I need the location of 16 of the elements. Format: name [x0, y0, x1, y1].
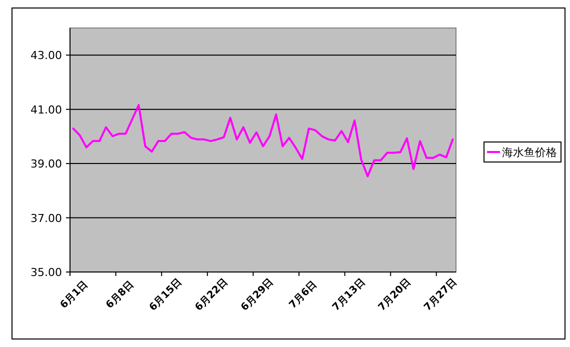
y-tick-label: 41.00 [30, 103, 62, 116]
line-series [72, 104, 454, 178]
legend-label: 海水鱼价格 [502, 146, 557, 159]
y-tick-label: 39.00 [30, 158, 62, 171]
x-tick-label: 6月8日 [104, 279, 136, 311]
x-tick-label: 6月29日 [239, 276, 276, 314]
x-tick-label: 7月27日 [422, 276, 460, 314]
x-tick-label: 7月6日 [287, 279, 320, 311]
x-tick-label: 6月22日 [193, 276, 230, 314]
y-tick-label: 37.00 [30, 212, 62, 225]
x-tick-label: 6月1日 [58, 279, 90, 311]
y-tick-label: 43.00 [30, 49, 62, 62]
y-tick-label: 35.00 [30, 266, 62, 279]
x-tick-label: 6月15日 [148, 276, 184, 314]
x-tick-label: 7月13日 [330, 276, 368, 314]
x-tick-label: 7月20日 [376, 276, 414, 314]
